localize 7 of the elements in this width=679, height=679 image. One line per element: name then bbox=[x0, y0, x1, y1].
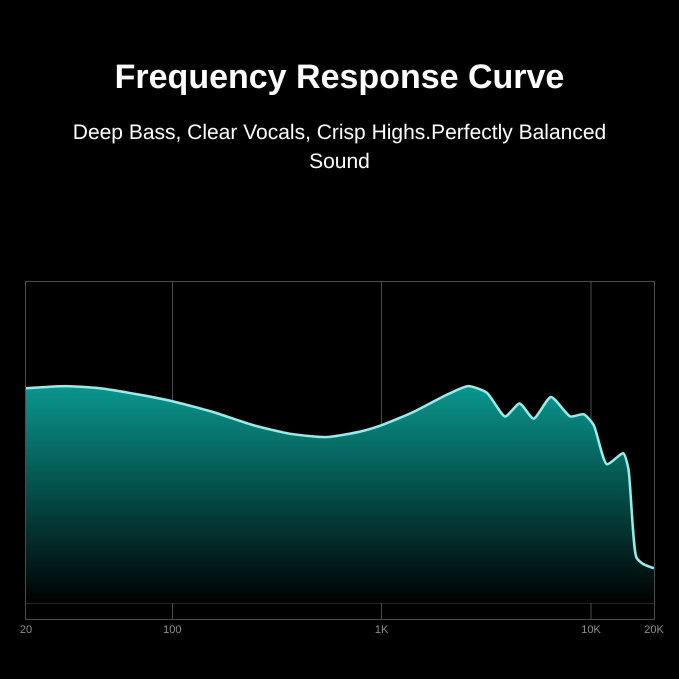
x-tick-label: 1K bbox=[374, 624, 390, 636]
chart-title: Frequency Response Curve bbox=[114, 58, 566, 97]
x-tick-label: 10K bbox=[581, 624, 602, 636]
x-tick-label: 20K bbox=[644, 624, 664, 636]
x-tick-label: 20 bbox=[20, 624, 32, 636]
x-tick-label: 100 bbox=[163, 624, 182, 636]
chart-subtitle: Deep Bass, Clear Vocals, Crisp Highs.Perfectly Balanced Sound bbox=[72, 120, 608, 175]
